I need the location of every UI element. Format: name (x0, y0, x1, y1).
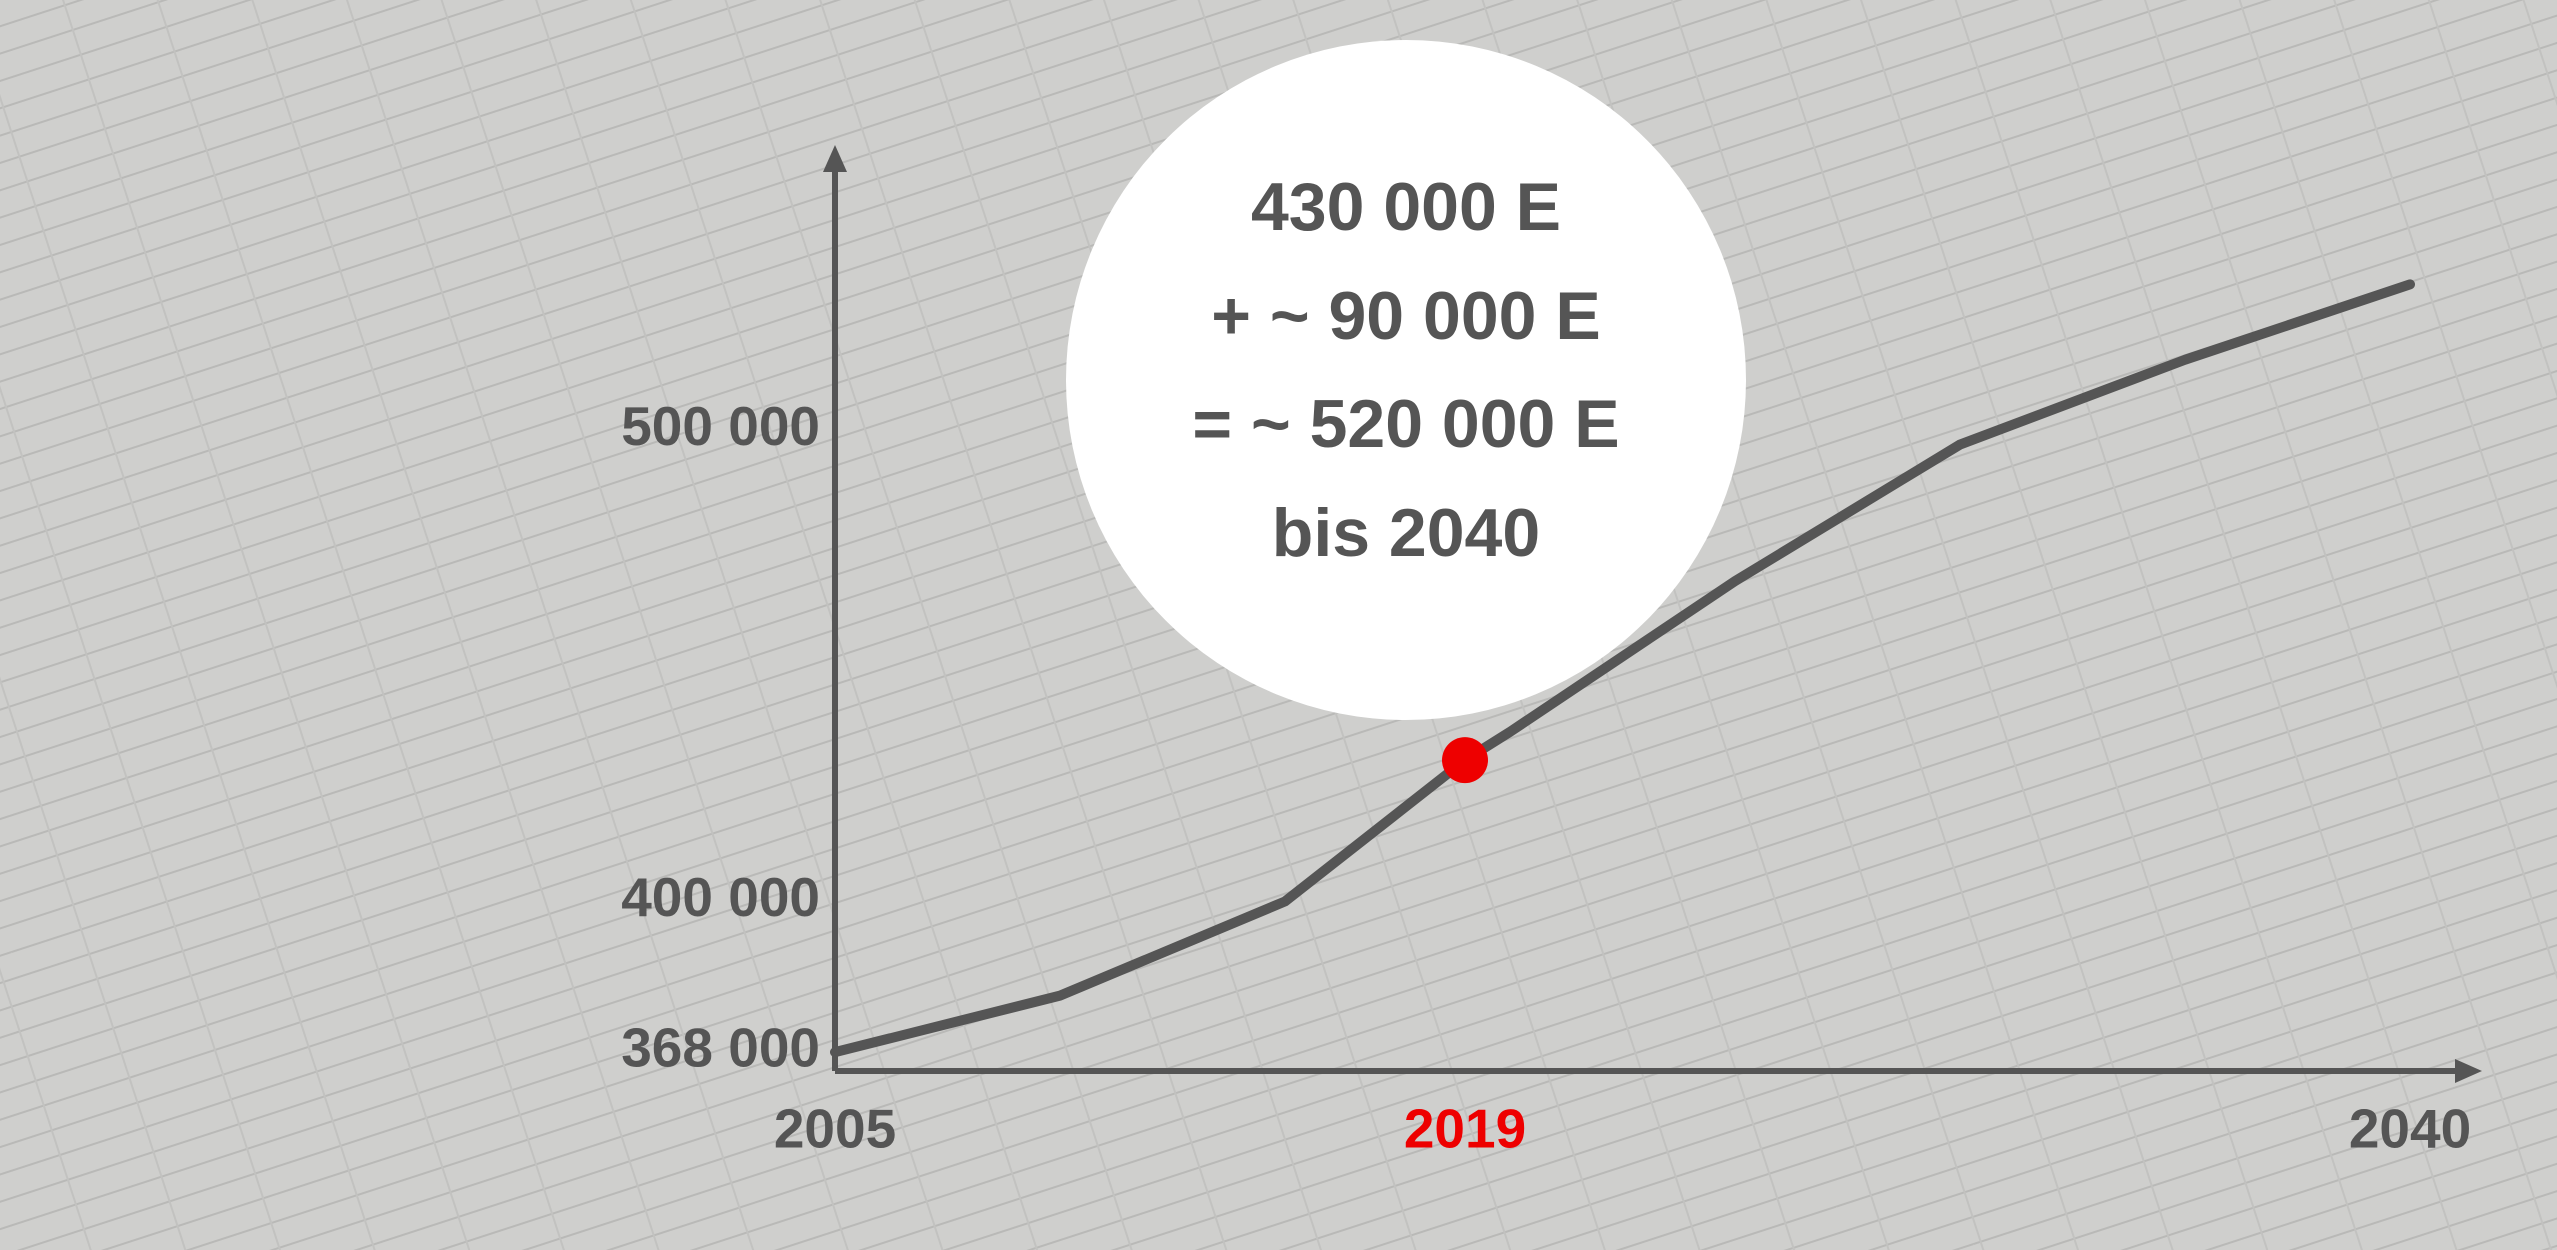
x-tick-label: 2005 (774, 1098, 896, 1160)
annotation: + ~ 90 000 E (1211, 278, 1600, 354)
y-axis-arrow (823, 145, 847, 172)
y-tick-label: 400 000 (621, 866, 820, 928)
data-line (830, 279, 2415, 1058)
x-axis-arrow (2455, 1059, 2482, 1083)
annotation: bis 2040 (1272, 495, 1540, 571)
annotation: 430 000 E (1251, 169, 1561, 245)
x-tick-label: 2019 (1404, 1098, 1526, 1160)
highlight-point (1442, 737, 1488, 784)
y-tick-label: 368 000 (621, 1017, 820, 1079)
annotation: = ~ 520 000 E (1192, 386, 1619, 462)
y-tick-label: 500 000 (621, 395, 820, 457)
x-tick-label: 2040 (2349, 1098, 2471, 1160)
annotation-circle (1066, 40, 1746, 720)
